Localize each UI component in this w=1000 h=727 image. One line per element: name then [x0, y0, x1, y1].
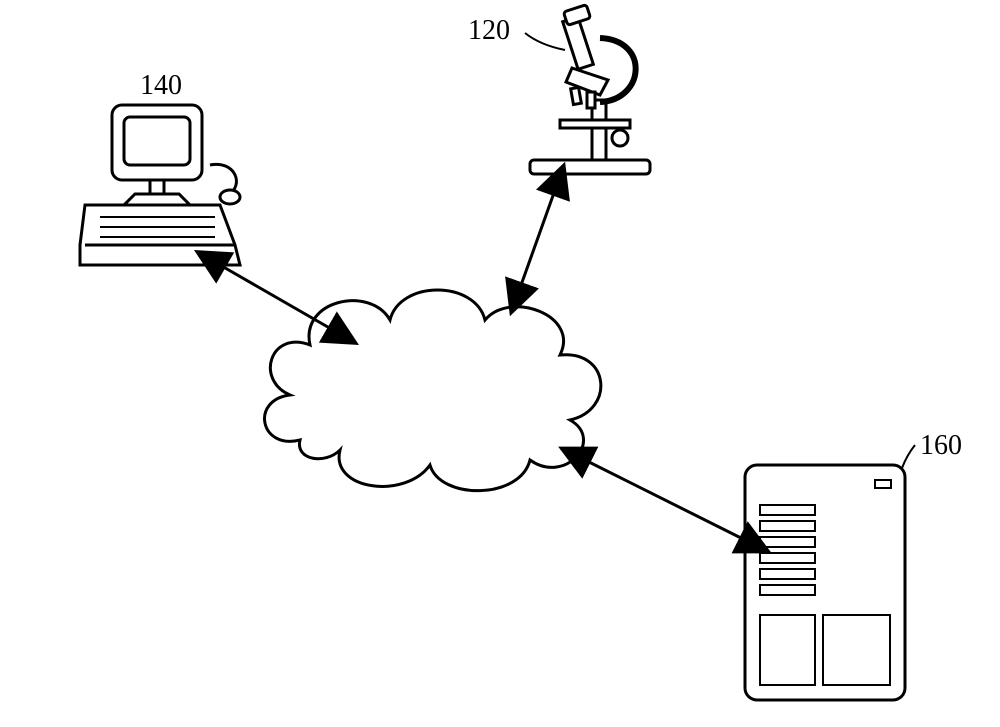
diagram-svg	[0, 0, 1000, 727]
server-icon	[745, 465, 905, 700]
computer-icon	[80, 105, 240, 265]
microscope-icon	[530, 5, 650, 174]
